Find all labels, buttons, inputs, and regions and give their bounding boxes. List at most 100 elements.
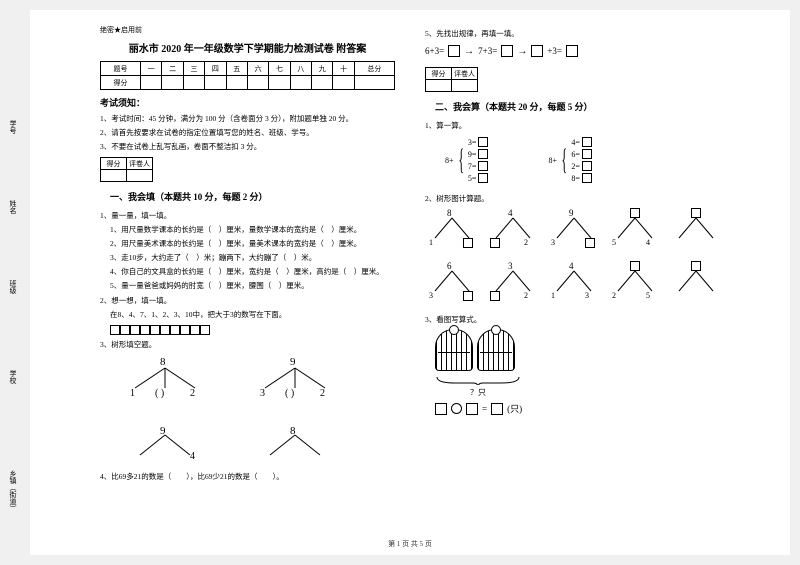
- q2-line: 在8、4、7、1、2、3、10中，把大于3的数写在下面。: [100, 309, 395, 321]
- score-header: 八: [290, 62, 311, 76]
- mini-tree: 93: [547, 208, 602, 253]
- answer-box[interactable]: [582, 161, 592, 171]
- answer-box[interactable]: [435, 403, 447, 415]
- calc-block: 8+ { 3= 9= 7= 5= 8+ { 4= 6= 2= 8=: [445, 137, 765, 183]
- score-header: 一: [141, 62, 162, 76]
- answer-box[interactable]: [466, 403, 478, 415]
- answer-box[interactable]: [170, 325, 180, 335]
- rq1-title: 1、算一算。: [425, 120, 765, 131]
- score-header: 三: [183, 62, 204, 76]
- tree-leaf: 4: [646, 238, 650, 247]
- q1-line: 1、用尺量数学课本的长约是（ ）厘米，量数学课本的宽约是（ ）厘米。: [100, 224, 395, 236]
- notice-line: 2、请首先按要求在试卷的指定位置填写您的姓名、班级、学号。: [100, 127, 395, 139]
- answer-box[interactable]: [463, 238, 473, 248]
- operator-box[interactable]: [451, 403, 462, 414]
- answer-box[interactable]: [501, 45, 513, 57]
- mini-tree: [669, 208, 724, 253]
- eq-text: 7+3=: [478, 46, 497, 56]
- mini-trees: 81429354: [425, 208, 765, 253]
- answer-box[interactable]: [190, 325, 200, 335]
- grader-cell: 评卷人: [127, 158, 153, 170]
- brace-icon: {: [458, 157, 464, 163]
- score-header: 七: [269, 62, 290, 76]
- answer-box[interactable]: [478, 173, 488, 183]
- tree-leaf: 5: [646, 291, 650, 300]
- right-column: 5、先找出规律，再填一填。 6+3= → 7+3= → +3= 得分评卷人 二、…: [410, 10, 790, 555]
- q1-title: 1、量一量，填一填。: [100, 210, 395, 221]
- answer-box[interactable]: [582, 137, 592, 147]
- answer-box[interactable]: [582, 149, 592, 159]
- answer-box[interactable]: [478, 149, 488, 159]
- notice-heading: 考试须知：: [100, 96, 395, 109]
- tree-leaf: 1: [130, 388, 135, 399]
- q4-line: 4、比69多21的数是（ ），比69少21的数是（ ）。: [100, 471, 395, 482]
- tree-root: [630, 261, 640, 273]
- tree-root: 3: [508, 261, 513, 271]
- answer-equation: = (只): [435, 402, 765, 415]
- tree-area-2: 9 4 8: [120, 425, 395, 465]
- calc-val: 7=: [468, 162, 477, 171]
- score-header: 九: [312, 62, 333, 76]
- answer-box[interactable]: [490, 291, 500, 301]
- tree-root: 4: [508, 208, 513, 218]
- mini-tree: [669, 261, 724, 306]
- answer-box[interactable]: [448, 45, 460, 57]
- answer-box[interactable]: [200, 325, 210, 335]
- table-row: 题号 一 二 三 四 五 六 七 八 九 十 总分: [101, 62, 395, 76]
- q1-line: 4、你自己的文具盒的长约是（ ）厘米，宽约是（ ）厘米，高约是（ ）厘米。: [100, 266, 395, 278]
- score-header: 题号: [101, 62, 141, 76]
- answer-box[interactable]: [150, 325, 160, 335]
- tree-root: [630, 208, 640, 220]
- tree-leaf: 2: [524, 291, 528, 300]
- page-footer: 第 1 页 共 5 页: [30, 539, 790, 549]
- answer-box[interactable]: [478, 161, 488, 171]
- answer-box[interactable]: [531, 45, 543, 57]
- exam-title: 丽水市 2020 年一年级数学下学期能力检测试卷 附答案: [100, 40, 395, 55]
- tree-blank[interactable]: ( ): [285, 388, 294, 399]
- calc-prefix: 8+: [548, 156, 557, 165]
- secret-label: 绝密★启用前: [100, 25, 395, 35]
- answer-box[interactable]: [585, 238, 595, 248]
- score-row-label: 得分: [101, 76, 141, 90]
- score-table: 题号 一 二 三 四 五 六 七 八 九 十 总分 得分: [100, 61, 395, 90]
- answer-box[interactable]: [566, 45, 578, 57]
- tree-leaf: 3: [585, 291, 589, 300]
- answer-box[interactable]: [478, 137, 488, 147]
- answer-box[interactable]: [630, 208, 640, 218]
- mini-tree: 54: [608, 208, 663, 253]
- calc-val: 3=: [468, 138, 477, 147]
- score-header: 十: [333, 62, 354, 76]
- calc-left: 8+ { 3= 9= 7= 5=: [445, 137, 488, 183]
- mini-tree: 42: [486, 208, 541, 253]
- answer-box[interactable]: [491, 403, 503, 415]
- mini-tree: 413: [547, 261, 602, 306]
- tree-root: 6: [447, 261, 452, 271]
- answer-box[interactable]: [180, 325, 190, 335]
- number-tree: 8: [250, 425, 340, 465]
- answer-box[interactable]: [490, 238, 500, 248]
- answer-box[interactable]: [691, 261, 701, 271]
- eq-text: +3=: [547, 46, 562, 56]
- brace-label: ？只: [435, 387, 521, 398]
- binding-label-4: 姓名: [8, 200, 18, 214]
- number-tree: 9 3 ( ) 2: [250, 356, 340, 421]
- calc-right: 8+ { 4= 6= 2= 8=: [548, 137, 591, 183]
- tree-blank[interactable]: ( ): [155, 388, 164, 399]
- answer-box[interactable]: [160, 325, 170, 335]
- answer-box[interactable]: [140, 325, 150, 335]
- score-header: 四: [205, 62, 226, 76]
- score-header: 二: [162, 62, 183, 76]
- answer-box[interactable]: [463, 291, 473, 301]
- answer-box[interactable]: [630, 261, 640, 271]
- answer-box[interactable]: [120, 325, 130, 335]
- answer-box[interactable]: [691, 208, 701, 218]
- answer-box[interactable]: [130, 325, 140, 335]
- tree-leaf: 3: [429, 291, 433, 300]
- answer-box[interactable]: [582, 173, 592, 183]
- answer-box[interactable]: [110, 325, 120, 335]
- binding-label-5: 学号: [8, 120, 18, 134]
- section-2-title: 二、我会算（本题共 20 分，每题 5 分）: [435, 100, 593, 113]
- q1-line: 5、量一量爸爸或妈妈的肘宽（ ）厘米，腰围（ ）厘米。: [100, 280, 395, 292]
- tree-root: 9: [160, 425, 166, 437]
- tree-root: [691, 261, 701, 273]
